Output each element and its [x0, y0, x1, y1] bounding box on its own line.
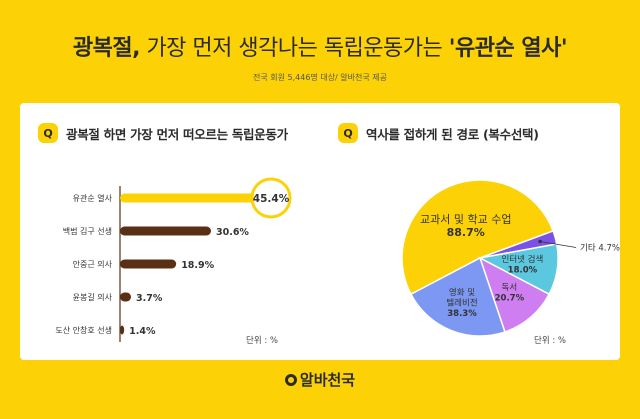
content-card: Q 광복절 하면 가장 먼저 떠오르는 독립운동가 유관순 열사 45.4% 백범 …	[20, 103, 620, 360]
pie-slice	[478, 256, 551, 333]
pie-slice-value: 18.0%	[508, 266, 538, 276]
right-question-header: Q 역사를 접하게 된 경로 (복수선택)	[338, 123, 539, 143]
pie-slice-label: 독서	[502, 283, 518, 293]
page-title: 광복절, 가장 먼저 생각나는 독립운동가는 '유관순 열사'	[0, 30, 640, 62]
pie-slice-label: 인터넷 검색	[502, 254, 544, 265]
q-badge: Q	[38, 123, 58, 143]
title-highlight: '유관순 열사'	[448, 36, 568, 61]
bar	[120, 259, 177, 269]
q-badge: Q	[338, 123, 358, 143]
bar	[120, 292, 132, 302]
left-question: 광복절 하면 가장 먼저 떠오르는 독립운동가	[66, 126, 288, 142]
title-bold: 광복절,	[72, 36, 141, 61]
pie-slice	[409, 256, 506, 337]
bar-category-label: 윤봉길 의사	[73, 292, 113, 302]
pie-slice-label: 기타 4.7%	[580, 243, 620, 253]
brand-logo: 알바천국	[0, 369, 640, 390]
left-question-header: Q 광복절 하면 가장 먼저 떠오르는 독립운동가	[38, 123, 288, 143]
right-question: 역사를 접하게 된 경로 (복수선택)	[366, 126, 539, 142]
pie-slice-label: 영화 및	[449, 287, 475, 298]
bar	[120, 325, 125, 335]
logo-text: 알바천국	[299, 371, 356, 389]
pie-slice-value: 20.7%	[495, 293, 525, 303]
bar-chart: 유관순 열사 45.4% 백범 김구 선생 30.6% 안중근 의사 18.9% 윤봉길 의…	[55, 177, 292, 342]
pie-slice-value: 88.7%	[447, 226, 485, 239]
title-middle: 가장 먼저 생각나는 독립운동가는	[146, 36, 443, 61]
bar-chart-panel: Q 광복절 하면 가장 먼저 떠오르는 독립운동가 유관순 열사 45.4% 백범 …	[20, 103, 320, 360]
bar	[120, 226, 211, 236]
pie-leader-dot	[538, 239, 542, 244]
bar-category-label: 안중근 의사	[73, 259, 113, 269]
bar-value-label: 18.9%	[181, 260, 214, 271]
bee-icon	[284, 374, 297, 386]
subtitle: 전국 회원 5,446명 대상/ 알바천국 제공	[253, 73, 387, 82]
pie-leader-line	[540, 241, 577, 248]
pie-slice-label: 텔레비전	[446, 298, 477, 309]
bar-value-label: 1.4%	[129, 326, 156, 337]
left-unit-label: 단위 : %	[246, 336, 278, 346]
pie-slice-label: 교과서 및 학교 수업	[420, 213, 511, 226]
bar-category-label: 유관순 열사	[73, 193, 113, 203]
bar-category-label: 백범 김구 선생	[63, 226, 112, 236]
right-unit-label: 단위 : %	[534, 336, 566, 346]
pie-slice	[401, 179, 555, 296]
bar	[120, 193, 255, 203]
pie-chart-panel: Q 역사를 접하게 된 경로 (복수선택) 교과서 및 학교 수업 88.7% 기타…	[320, 103, 620, 360]
bar-value-label: 3.7%	[136, 293, 163, 304]
bar-category-label: 도산 안창호 선생	[55, 325, 112, 335]
highlight-circle	[250, 177, 292, 219]
pie-slice-value: 38.3%	[447, 309, 477, 319]
bar-value-label: 30.6%	[216, 227, 249, 238]
bar-value-label: 45.4%	[253, 193, 290, 205]
